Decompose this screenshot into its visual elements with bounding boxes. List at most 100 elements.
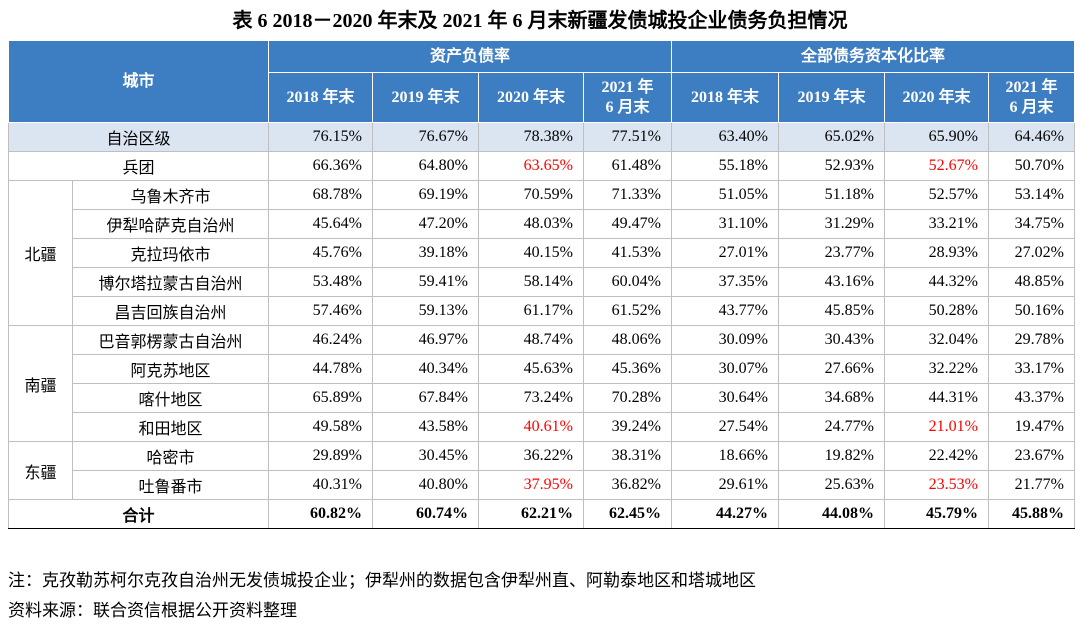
value-cell: 19.47% <box>988 412 1075 442</box>
value-cell: 44.08% <box>778 499 885 529</box>
value-cell: 45.79% <box>884 499 989 529</box>
header-group: 全部债务资本化比率 <box>671 40 1075 73</box>
value-cell: 37.35% <box>671 267 779 297</box>
value-cell: 38.31% <box>583 441 672 471</box>
city-cell: 伊犁哈萨克自治州 <box>72 209 269 239</box>
value-cell: 34.68% <box>778 383 885 413</box>
value-cell: 30.64% <box>671 383 779 413</box>
value-cell: 55.18% <box>671 151 779 181</box>
value-cell: 27.66% <box>778 354 885 384</box>
value-cell: 61.48% <box>583 151 672 181</box>
city-cell: 克拉玛依市 <box>72 238 269 268</box>
value-cell: 60.04% <box>583 267 672 297</box>
value-cell: 23.77% <box>778 238 885 268</box>
city-cell: 阿克苏地区 <box>72 354 269 384</box>
value-cell: 57.46% <box>268 296 373 326</box>
value-cell: 45.85% <box>778 296 885 326</box>
value-cell: 44.78% <box>268 354 373 384</box>
value-cell: 50.16% <box>988 296 1075 326</box>
value-cell: 62.45% <box>583 499 672 529</box>
table-row: 克拉玛依市 45.76% 39.18% 40.15% 41.53% 27.01% 23.77… <box>9 238 1075 268</box>
value-cell: 27.01% <box>671 238 779 268</box>
title: 表 6 2018－2020 年末及 2021 年 6 月末新疆发债城投企业债务负… <box>232 10 848 32</box>
value-cell: 78.38% <box>478 122 584 152</box>
value-cell: 69.19% <box>372 180 479 210</box>
value-cell: 40.31% <box>268 470 373 500</box>
city-cell: 合计 <box>8 499 269 529</box>
value-cell: 77.51% <box>583 122 672 152</box>
value-cell: 39.18% <box>372 238 479 268</box>
value-cell: 50.70% <box>988 151 1075 181</box>
source-note: 资料来源：联合资信根据公开资料整理 <box>8 601 297 620</box>
city-cell: 吐鲁番市 <box>72 470 269 500</box>
value-cell: 63.40% <box>671 122 779 152</box>
value-cell: 30.43% <box>778 325 885 355</box>
value-cell: 45.88% <box>988 499 1075 529</box>
value-cell: 59.41% <box>372 267 479 297</box>
value-cell: 32.04% <box>884 325 989 355</box>
value-cell: 41.53% <box>583 238 672 268</box>
header-period: 2021 年 6 月末 <box>583 72 672 123</box>
value-cell: 37.95% <box>478 470 584 500</box>
header-period: 2019 年末 <box>372 72 479 123</box>
table-row: 和田地区 49.58% 43.58% 40.61% 39.24% 27.54% 24.77%… <box>9 412 1075 442</box>
table-row: 喀什地区 65.89% 67.84% 73.24% 70.28% 30.64% 34.68%… <box>9 383 1075 413</box>
header-row: 2018 年末 2019 年末 2020 年末 2021 年 6 月末 2018 年末 2… <box>9 72 1075 123</box>
value-cell: 48.74% <box>478 325 584 355</box>
value-cell: 45.63% <box>478 354 584 384</box>
value-cell: 51.18% <box>778 180 885 210</box>
value-cell: 30.45% <box>372 441 479 471</box>
city-cell: 哈密市 <box>72 441 269 471</box>
value-cell: 40.80% <box>372 470 479 500</box>
value-cell: 65.90% <box>884 122 989 152</box>
value-cell: 40.61% <box>478 412 584 442</box>
value-cell: 49.47% <box>583 209 672 239</box>
value-cell: 68.78% <box>268 180 373 210</box>
value-cell: 60.82% <box>268 499 373 529</box>
value-cell: 73.24% <box>478 383 584 413</box>
header-period: 2020 年末 <box>478 72 584 123</box>
value-cell: 29.61% <box>671 470 779 500</box>
value-cell: 71.33% <box>583 180 672 210</box>
value-cell: 58.14% <box>478 267 584 297</box>
value-cell: 39.24% <box>583 412 672 442</box>
value-cell: 21.77% <box>988 470 1075 500</box>
header-period: 2021 年 6 月末 <box>988 72 1075 123</box>
value-cell: 19.82% <box>778 441 885 471</box>
value-cell: 32.22% <box>884 354 989 384</box>
value-cell: 45.76% <box>268 238 373 268</box>
table-row: 吐鲁番市 40.31% 40.80% 37.95% 36.82% 29.61% 25.63%… <box>9 470 1075 500</box>
value-cell: 22.42% <box>884 441 989 471</box>
value-cell: 47.20% <box>372 209 479 239</box>
value-cell: 52.67% <box>884 151 989 181</box>
table-row: 伊犁哈萨克自治州 45.64% 47.20% 48.03% 49.47% 31.10% 31… <box>9 209 1075 239</box>
value-cell: 76.67% <box>372 122 479 152</box>
header-period: 2019 年末 <box>778 72 885 123</box>
value-cell: 50.28% <box>884 296 989 326</box>
table-row: 昌吉回族自治州 57.46% 59.13% 61.17% 61.52% 43.77% 45.… <box>9 296 1075 326</box>
value-cell: 60.74% <box>372 499 479 529</box>
value-cell: 36.22% <box>478 441 584 471</box>
value-cell: 46.97% <box>372 325 479 355</box>
value-cell: 65.02% <box>778 122 885 152</box>
value-cell: 53.48% <box>268 267 373 297</box>
city-cell: 和田地区 <box>72 412 269 442</box>
value-cell: 28.93% <box>884 238 989 268</box>
value-cell: 43.58% <box>372 412 479 442</box>
value-cell: 40.34% <box>372 354 479 384</box>
value-cell: 63.65% <box>478 151 584 181</box>
value-cell: 70.59% <box>478 180 584 210</box>
value-cell: 31.29% <box>778 209 885 239</box>
value-cell: 48.03% <box>478 209 584 239</box>
city-cell: 巴音郭楞蒙古自治州 <box>72 325 269 355</box>
table-row: 东疆 哈密市 29.89% 30.45% 36.22% 38.31% 18.66% 19.82… <box>8 441 1075 500</box>
value-cell: 33.17% <box>988 354 1075 384</box>
value-cell: 76.15% <box>268 122 373 152</box>
header-cell: 城市 <box>8 40 269 123</box>
value-cell: 45.64% <box>268 209 373 239</box>
value-cell: 64.46% <box>988 122 1075 152</box>
value-cell: 44.32% <box>884 267 989 297</box>
value-cell: 61.17% <box>478 296 584 326</box>
region-cell: 南疆 <box>8 325 73 442</box>
